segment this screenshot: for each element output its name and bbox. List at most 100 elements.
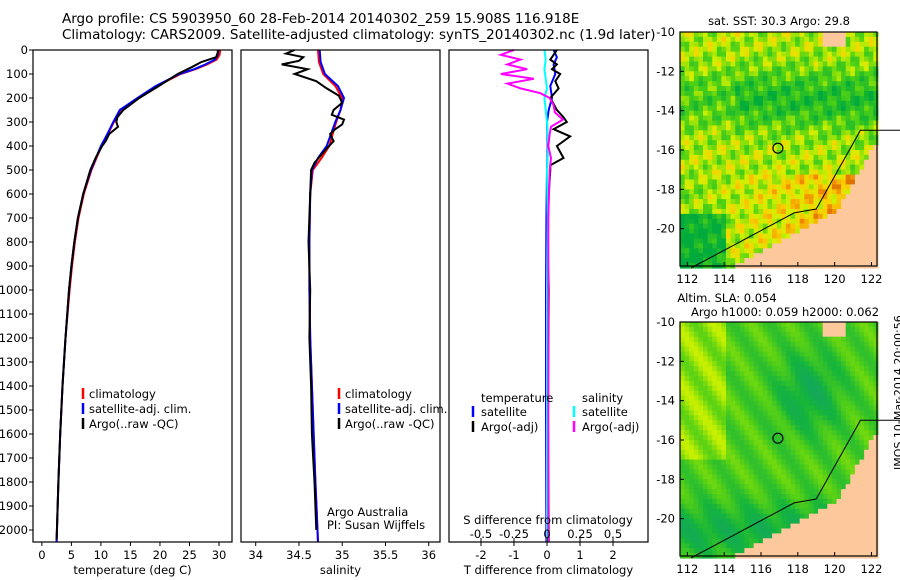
map-cell [790, 32, 796, 38]
map-cell [730, 150, 736, 156]
map-cell [873, 381, 879, 387]
map-cell [873, 204, 879, 210]
map-cell [776, 189, 782, 195]
map-cell [776, 194, 782, 200]
map-cell [767, 223, 773, 230]
map-cell [753, 81, 759, 87]
map-cell [854, 253, 861, 259]
map-cell [873, 454, 879, 461]
map-cell [680, 425, 686, 431]
map-cell [781, 81, 787, 87]
map-cell [854, 410, 861, 416]
map-cell [790, 36, 796, 43]
map-cell [868, 322, 874, 328]
map-cell [707, 489, 713, 495]
map-cell [684, 81, 690, 87]
map-cell [772, 218, 778, 225]
map-cell [680, 150, 686, 156]
map-cell [873, 125, 879, 131]
map-cell [850, 174, 856, 181]
map-cell [721, 100, 727, 107]
map-cell [698, 56, 704, 63]
map-cell [730, 459, 736, 466]
map-cell [854, 209, 861, 215]
map-cell [845, 528, 851, 534]
map-cell [726, 174, 732, 181]
map-cell [762, 218, 769, 225]
map-cell [762, 322, 769, 328]
map-cell [689, 474, 695, 480]
map-cell [739, 415, 745, 421]
map-cell [859, 376, 865, 382]
map-cell [845, 218, 851, 225]
map-cell [693, 322, 699, 328]
map-cell [776, 381, 782, 387]
map-cell [836, 71, 842, 77]
map-cell [845, 209, 851, 215]
map-cell [827, 435, 833, 441]
map-cell [822, 469, 828, 475]
map-cell [818, 130, 824, 136]
map-cell [680, 184, 686, 190]
map-cell [712, 36, 718, 43]
map-cell [836, 385, 842, 392]
map-cell [864, 415, 870, 421]
map-cell [841, 120, 847, 126]
map-cell [785, 415, 792, 421]
y-tick-label: 200 [6, 91, 28, 105]
map-cell [735, 400, 741, 407]
map-cell [684, 435, 690, 441]
map-cell [712, 248, 718, 254]
map-cell [726, 435, 732, 441]
map-cell [684, 223, 690, 230]
map-cell [744, 81, 750, 87]
map-cell [726, 331, 732, 338]
map-cell [836, 361, 842, 367]
map-cell [868, 405, 874, 412]
map-cell [730, 209, 736, 215]
map-cell [859, 400, 865, 407]
map-cell [767, 56, 773, 63]
map-cell [854, 444, 861, 451]
map-cell [799, 115, 805, 122]
map-cell [841, 489, 847, 495]
map-cell [735, 395, 741, 402]
map-cell [864, 489, 870, 495]
map-cell [790, 120, 796, 126]
map-cell [772, 459, 778, 466]
map-cell [693, 503, 699, 510]
map-cell [721, 336, 727, 343]
map-cell [781, 66, 787, 72]
map-cell [767, 100, 773, 107]
map-cell [776, 150, 782, 156]
map-cell [726, 533, 732, 539]
map-cell [698, 184, 704, 190]
map-cell [758, 415, 764, 421]
map-cell [818, 376, 824, 382]
map-cell [841, 91, 847, 97]
map-cell [873, 474, 879, 480]
map-cell [785, 538, 792, 544]
map-cell [799, 253, 805, 259]
map-cell [749, 366, 755, 372]
map-cell [703, 105, 709, 112]
map-cell [822, 125, 828, 131]
map-cell [707, 469, 713, 475]
map-cell [698, 322, 704, 328]
map-cell [703, 405, 709, 412]
map-cell [680, 140, 686, 146]
map-cell [868, 204, 874, 210]
map-cell [758, 336, 764, 343]
map-cell [864, 444, 870, 451]
map-cell [744, 115, 750, 122]
map-cell [868, 356, 874, 362]
map-cell [850, 184, 856, 190]
map-cell [772, 371, 778, 377]
map-cell [822, 110, 828, 117]
y-tick-label: 0 [21, 43, 28, 57]
map-cell [698, 435, 704, 441]
map-cell [744, 125, 750, 131]
map-cell [758, 405, 764, 412]
map-cell [822, 351, 828, 357]
map-cell [758, 513, 764, 520]
